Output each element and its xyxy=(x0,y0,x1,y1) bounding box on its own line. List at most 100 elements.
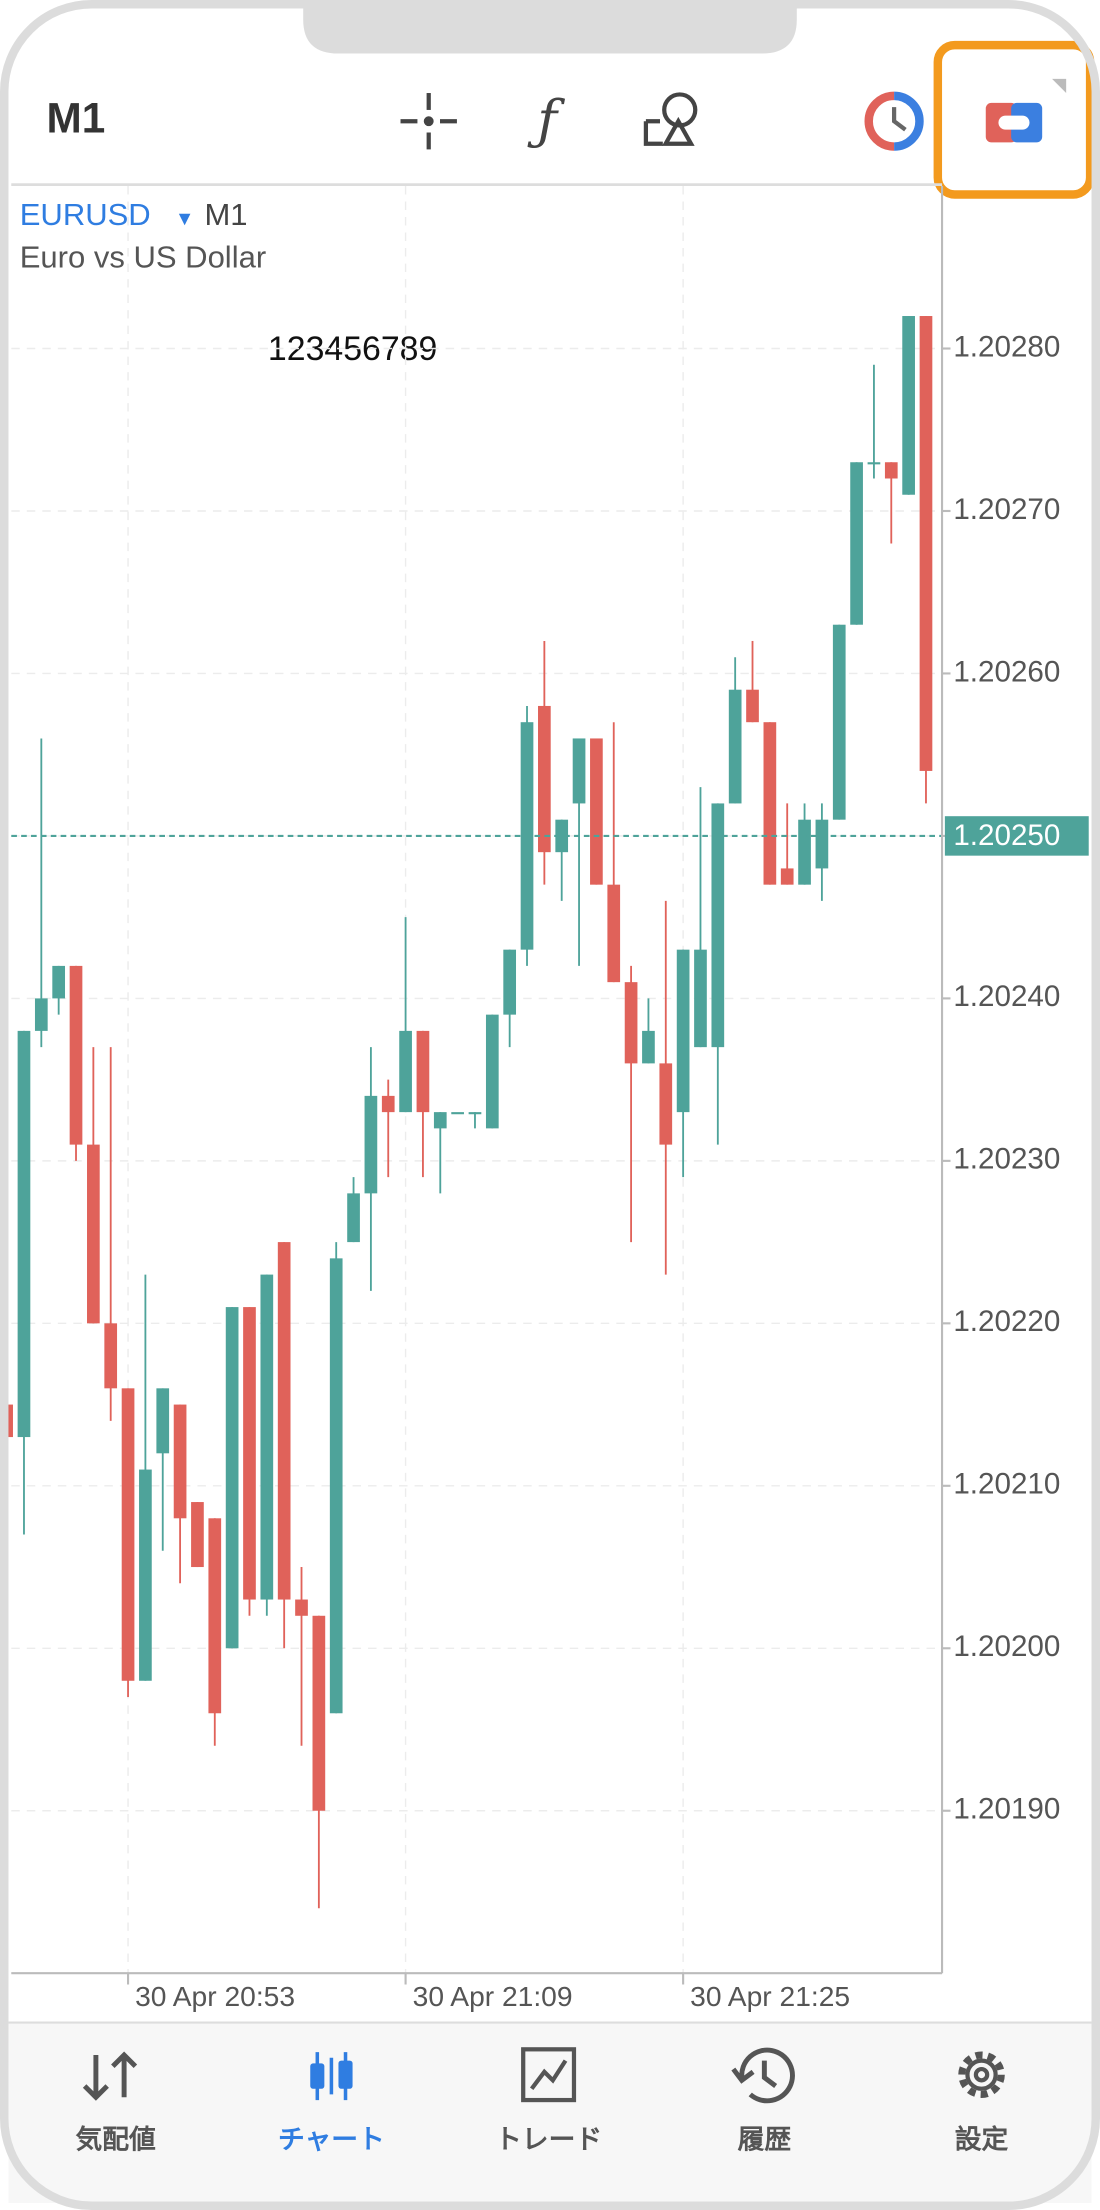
settings-icon xyxy=(973,2066,990,2083)
candle-body xyxy=(624,982,638,1064)
candle-body xyxy=(69,965,83,1145)
candle-body xyxy=(728,689,742,804)
candle-body xyxy=(87,1144,100,1324)
candle-body xyxy=(243,1307,256,1600)
history-icon xyxy=(731,2047,795,2104)
settings-icon xyxy=(958,2051,1005,2098)
quotes-icon xyxy=(82,2051,138,2101)
candle-body xyxy=(607,884,621,983)
candle-body xyxy=(17,1030,31,1438)
candle-body xyxy=(590,738,603,885)
candle-body xyxy=(902,316,915,495)
objects-icon[interactable] xyxy=(643,92,698,146)
candle-body xyxy=(208,1518,222,1714)
candle-body xyxy=(676,949,690,1113)
candle-body xyxy=(34,998,48,1031)
candle-body xyxy=(746,689,759,723)
y-tick-label: 1.20280 xyxy=(953,330,1060,363)
y-tick-label: 1.20190 xyxy=(953,1793,1060,1826)
candle-body xyxy=(433,1112,447,1129)
plot xyxy=(0,186,951,1985)
tab[interactable]: トレード xyxy=(495,2047,602,2155)
candle-body xyxy=(173,1404,187,1519)
candle-body xyxy=(832,624,846,820)
x-tick-label: 30 Apr 20:53 xyxy=(135,1980,295,2012)
candle-body xyxy=(780,868,794,885)
candle-body xyxy=(329,1258,343,1714)
candle-body xyxy=(503,949,517,1015)
current-price-box xyxy=(944,816,1089,856)
tab-label: 気配値 xyxy=(75,2123,156,2155)
candle-body xyxy=(416,1030,430,1113)
one-click-trading-icon[interactable] xyxy=(985,78,1067,143)
x-tick-label: 30 Apr 21:25 xyxy=(690,1980,850,2012)
candle-body xyxy=(347,1193,360,1243)
device-notch xyxy=(303,0,797,54)
candle-body xyxy=(104,1323,118,1389)
candle-body xyxy=(642,1030,655,1064)
candle-body xyxy=(884,462,898,479)
candle-body xyxy=(867,462,881,465)
timeframe-button[interactable]: M1 xyxy=(47,94,106,141)
candle-body xyxy=(798,819,811,885)
y-tick-label: 1.20230 xyxy=(953,1143,1060,1176)
chart-timeframe: M1 xyxy=(204,197,247,232)
tab[interactable]: 気配値 xyxy=(75,2051,156,2155)
candle-body xyxy=(555,819,569,853)
candle-body xyxy=(763,722,777,885)
candle-body xyxy=(139,1469,152,1681)
x-tick-label: 30 Apr 21:09 xyxy=(413,1980,573,2012)
trade-icon xyxy=(521,2047,577,2103)
candle-body xyxy=(277,1242,291,1600)
tab-label: チャート xyxy=(278,2124,385,2155)
candle-body xyxy=(711,803,725,1048)
time-icon[interactable] xyxy=(864,91,924,151)
candle-body xyxy=(121,1388,135,1681)
candle-body xyxy=(468,1112,482,1115)
candle-body xyxy=(191,1502,204,1568)
candle-body xyxy=(52,965,66,999)
candle-body xyxy=(485,1014,499,1129)
candle-body xyxy=(156,1388,170,1454)
y-tick-label: 1.20260 xyxy=(953,655,1060,688)
candle-body xyxy=(381,1095,395,1113)
y-tick-label: 1.20270 xyxy=(953,493,1060,526)
tab[interactable]: チャート xyxy=(278,2052,385,2155)
symbol[interactable]: EURUSD xyxy=(20,197,151,232)
tab-label: トレード xyxy=(495,2124,602,2155)
candle-body xyxy=(659,1063,673,1145)
y-tick-label: 1.20240 xyxy=(953,980,1060,1013)
candle-body xyxy=(850,462,863,625)
trade-icon xyxy=(529,2059,568,2091)
chart-icon xyxy=(310,2063,325,2089)
tab-bar xyxy=(8,2022,1092,2203)
crosshair-icon[interactable] xyxy=(400,93,457,150)
candle-body xyxy=(694,949,707,1048)
candle-body xyxy=(919,316,933,771)
symbol-dropdown[interactable]: ▼ xyxy=(175,208,195,230)
candle-body xyxy=(538,705,551,853)
y-tick-label: 1.20200 xyxy=(953,1630,1060,1663)
candle-body xyxy=(260,1274,274,1600)
candle-body xyxy=(451,1112,464,1115)
candle-body xyxy=(295,1599,308,1616)
candle-body xyxy=(399,1030,412,1113)
candle-body xyxy=(815,819,829,869)
chart-icon xyxy=(338,2060,353,2089)
candle-body xyxy=(364,1095,378,1194)
current-price-label: 1.20250 xyxy=(953,819,1060,852)
settings-icon xyxy=(965,2058,998,2091)
candle-body xyxy=(312,1615,326,1811)
tab[interactable]: 履歴 xyxy=(731,2047,795,2155)
tab-label: 設定 xyxy=(955,2123,1009,2155)
y-tick-label: 1.20220 xyxy=(953,1305,1060,1338)
y-tick-label: 1.20210 xyxy=(953,1468,1060,1501)
candle-body xyxy=(572,738,586,804)
highlight-box xyxy=(933,40,1095,199)
tab-icons: 気配値 チャート トレード 履歴 設定 xyxy=(75,2047,1009,2155)
candle-body xyxy=(225,1307,239,1649)
tab[interactable]: 設定 xyxy=(955,2051,1009,2155)
